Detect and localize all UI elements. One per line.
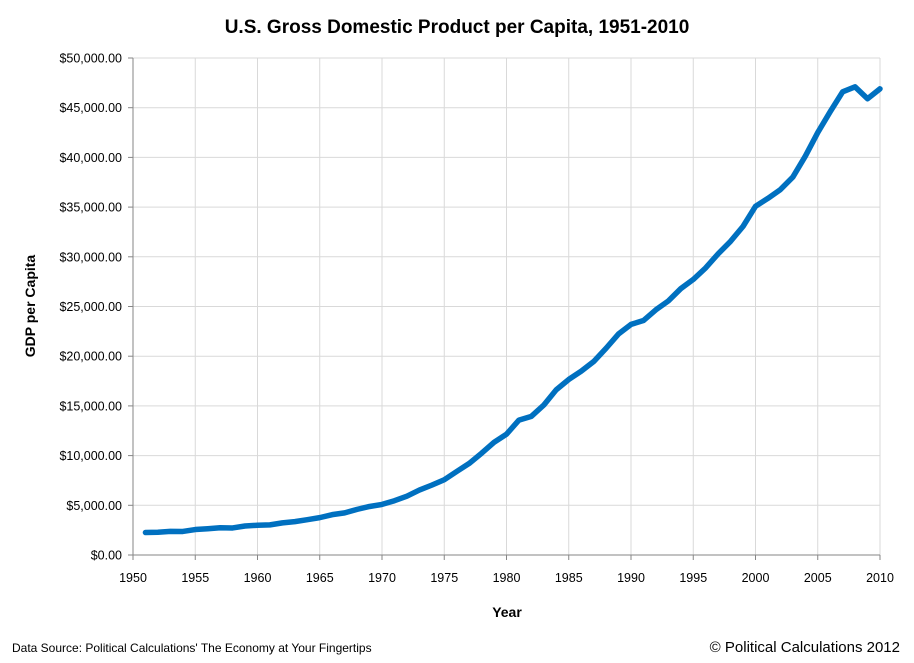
y-axis-ticks: $0.00 $5,000.00 $10,000.00 $15,000.00 $20,00…: [59, 52, 122, 563]
y-tick-label: $15,000.00: [59, 399, 122, 413]
copyright-note: © Political Calculations 2012: [710, 639, 900, 656]
y-tick-label: $10,000.00: [59, 449, 122, 463]
y-tick-label: $50,000.00: [59, 52, 122, 66]
series-layer: [142, 84, 883, 536]
x-tick-label: 1965: [306, 571, 334, 585]
data-source-note: Data Source: Political Calculations' The…: [12, 641, 372, 655]
x-axis-ticks: 1950 1955 1960 1965 1970 1975 1980 1985 1990 1995…: [119, 571, 894, 585]
chart-title: U.S. Gross Domestic Product per Capita, …: [225, 17, 690, 38]
x-tick-label: 1960: [244, 571, 272, 585]
x-tick-label: 2010: [866, 571, 894, 585]
y-axis-title: GDP per Capita: [22, 255, 38, 358]
x-tick-label: 1950: [119, 571, 147, 585]
x-tick-label: 2005: [804, 571, 832, 585]
x-tick-label: 1990: [617, 571, 645, 585]
x-tick-label: 1980: [493, 571, 521, 585]
x-axis-title: Year: [492, 604, 522, 620]
y-tick-label: $20,000.00: [59, 350, 122, 364]
series-line-gdp-per-capita: [142, 84, 883, 536]
x-tick-label: 1975: [430, 571, 458, 585]
x-tick-label: 1970: [368, 571, 396, 585]
x-tick-label: 1995: [679, 571, 707, 585]
x-tick-label: 1985: [555, 571, 583, 585]
y-tick-label: $30,000.00: [59, 250, 122, 264]
x-tick-label: 2000: [742, 571, 770, 585]
y-tick-label: $25,000.00: [59, 300, 122, 314]
axes: [128, 57, 881, 560]
y-tick-label: $5,000.00: [66, 499, 122, 513]
y-tick-label: $45,000.00: [59, 101, 122, 115]
x-tick-label: 1955: [181, 571, 209, 585]
y-tick-label: $40,000.00: [59, 151, 122, 165]
grid: [133, 57, 881, 555]
y-tick-label: $35,000.00: [59, 201, 122, 215]
y-tick-label: $0.00: [91, 549, 122, 563]
